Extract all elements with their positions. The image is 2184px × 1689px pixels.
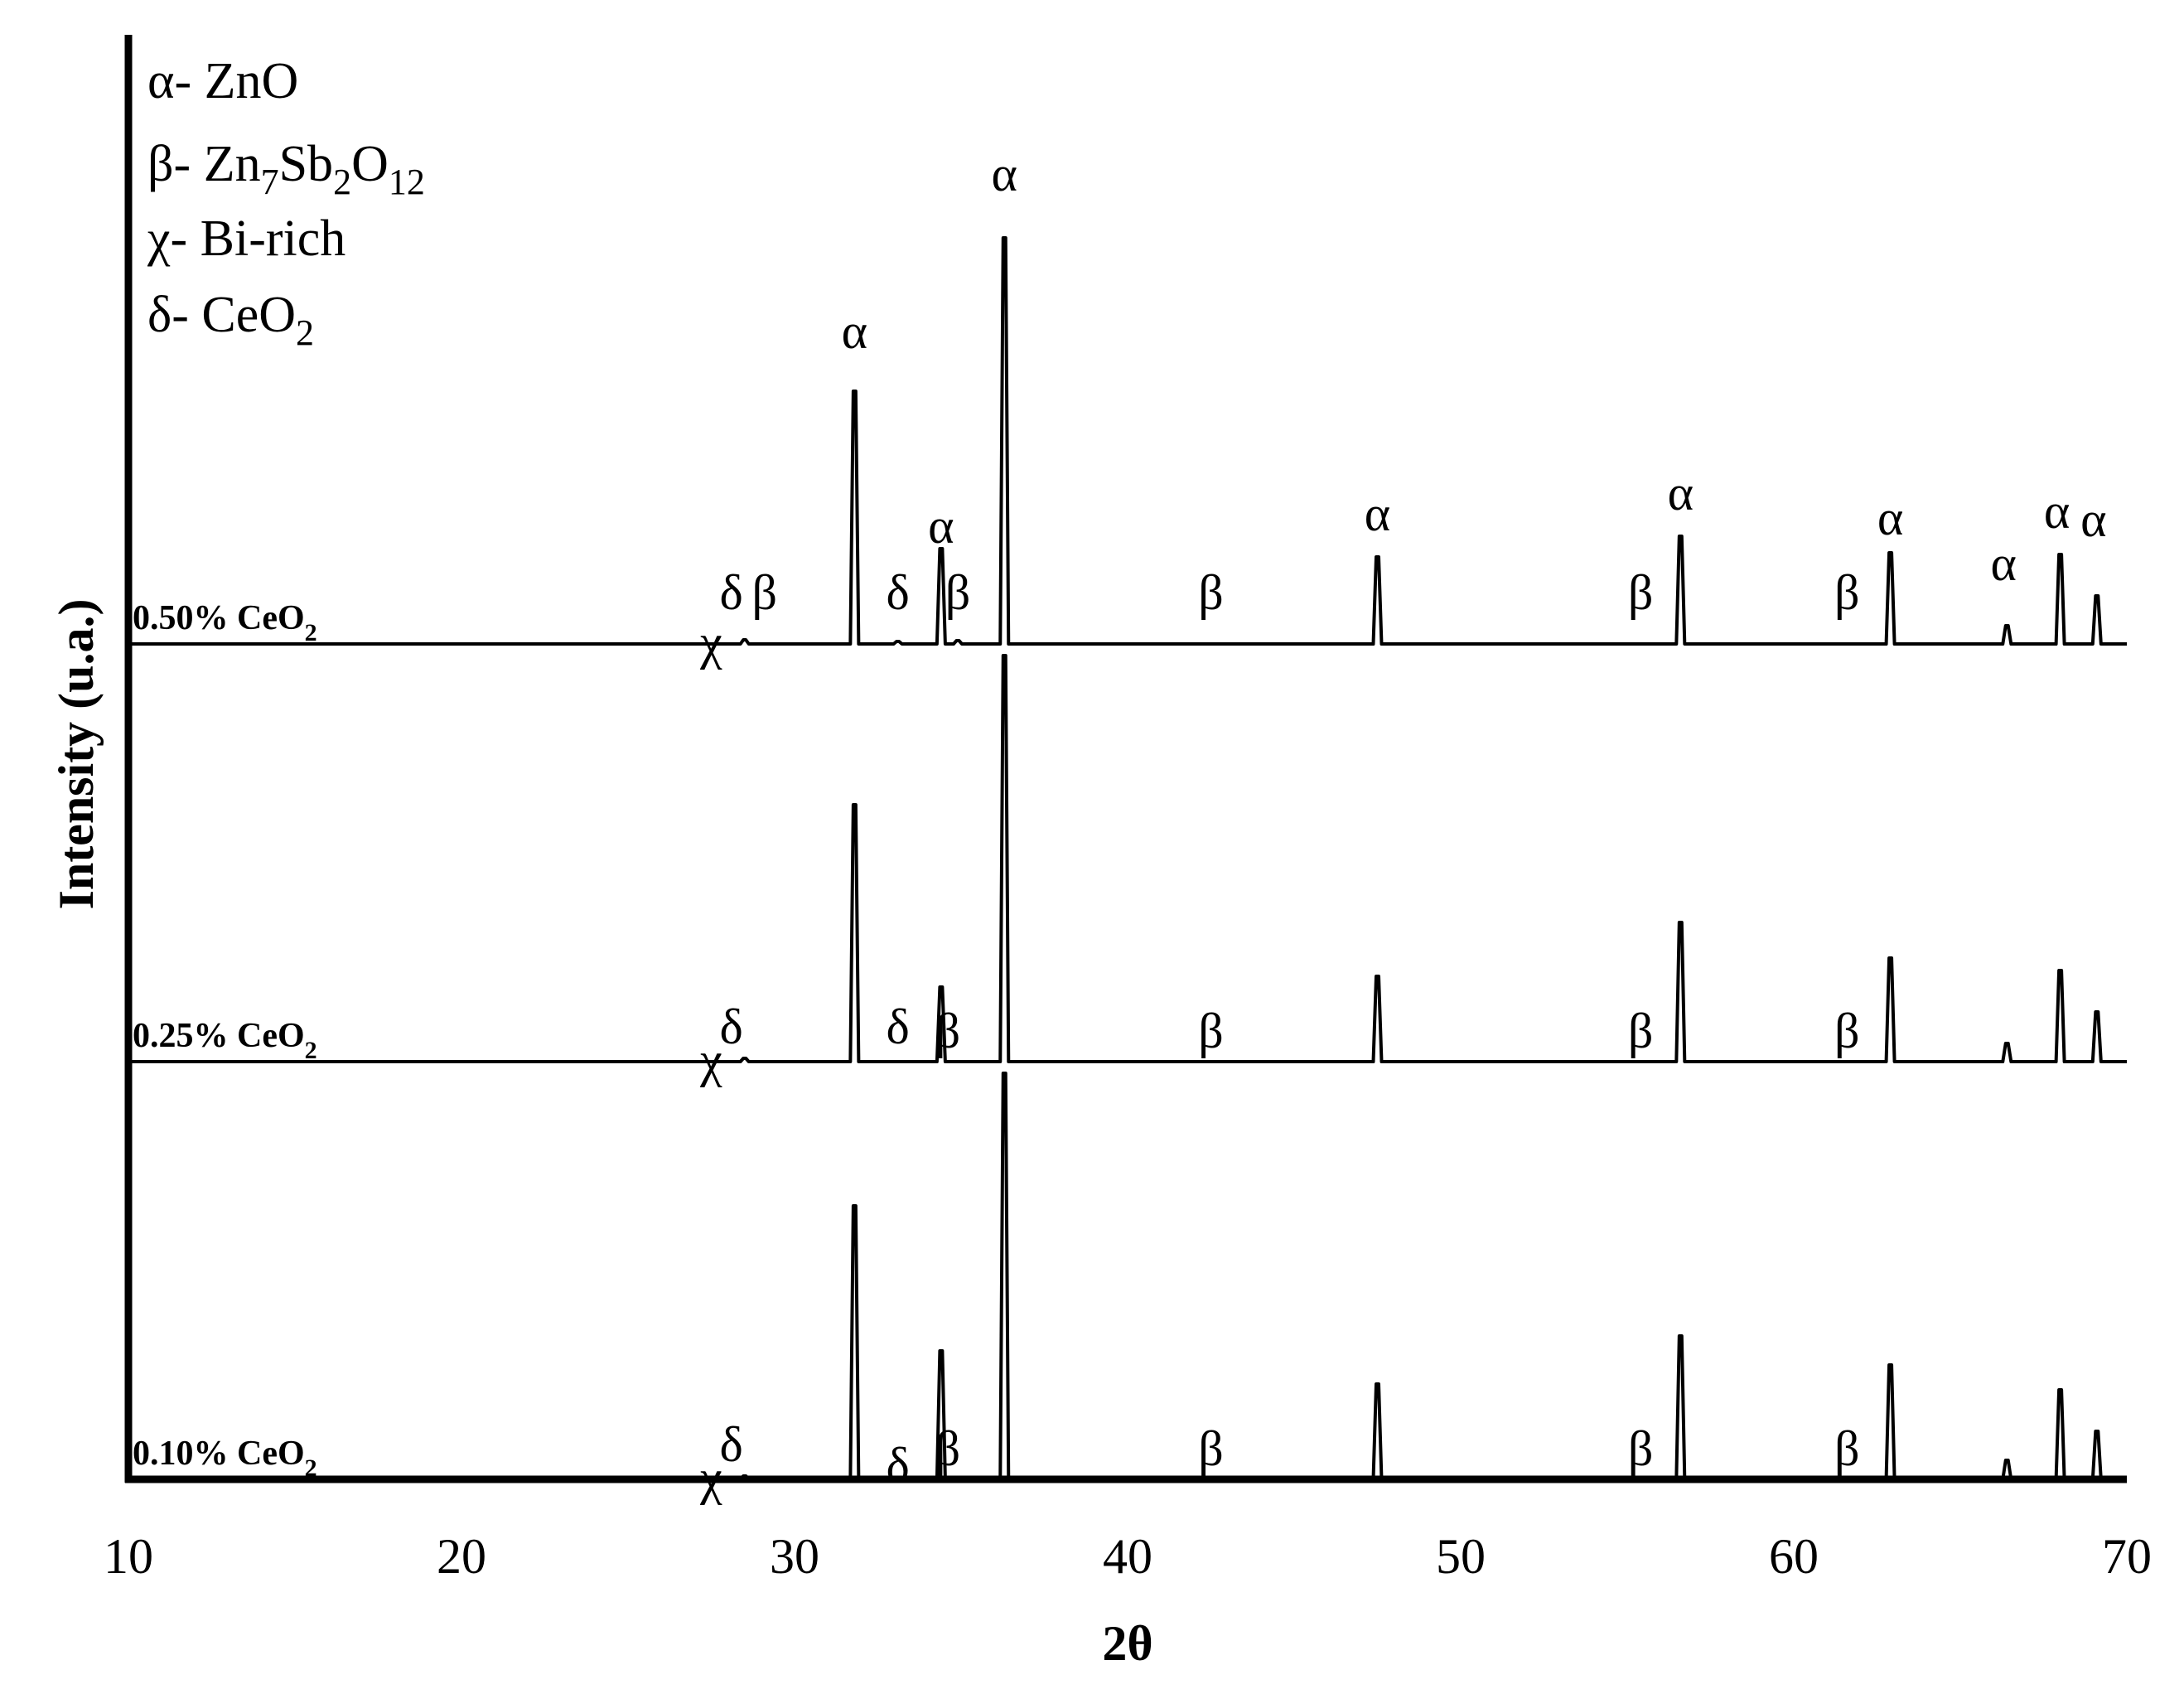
peak-label: δ [719, 999, 742, 1054]
peak-label: β [1834, 1421, 1860, 1476]
peak-label: χ [699, 1450, 722, 1505]
axes: 10 20 30 40 50 60 70 [104, 35, 2152, 1584]
legend-entry: δ- CeO2 [147, 287, 314, 353]
x-tick-label: 30 [770, 1529, 819, 1584]
peak-label: χ [699, 1033, 722, 1087]
x-tick-label: 70 [2102, 1529, 2152, 1584]
peak-label: α [842, 304, 867, 359]
peak-label: α [1668, 466, 1694, 520]
series-line [128, 1072, 2127, 1481]
series-name: 0.25% CeO2 [133, 1017, 317, 1064]
peak-label: α [1365, 486, 1390, 541]
series-layer: 0.10% CeO2 0.25% CeO2 0.50% CeO2 [128, 236, 2127, 1482]
x-axis-label: 2θ [1102, 1616, 1152, 1671]
series-name: 0.50% CeO2 [133, 599, 317, 646]
peak-label: β [945, 565, 971, 620]
peak-label: β [935, 1004, 961, 1058]
legend: α- ZnO β- Zn7Sb2O12 χ- Bi-rich δ- CeO2 [147, 53, 425, 353]
x-tick-label: 60 [1769, 1529, 1819, 1584]
series-line [128, 654, 2127, 1063]
peak-label: α [928, 499, 954, 554]
peak-label: α [1991, 536, 2017, 591]
x-tick-label: 40 [1103, 1529, 1152, 1584]
legend-entry: χ- Bi-rich [147, 211, 345, 267]
peak-label: δ [886, 1438, 909, 1493]
x-tick-label: 20 [437, 1529, 486, 1584]
x-tick-label: 10 [104, 1529, 153, 1584]
peak-label: β [1198, 565, 1224, 620]
peak-label: β [935, 1421, 961, 1476]
peak-label: δ [886, 999, 909, 1054]
series-line [128, 236, 2127, 646]
x-tick-label: 50 [1436, 1529, 1486, 1584]
peak-label: β [1628, 565, 1654, 620]
series-name: 0.10% CeO2 [133, 1435, 317, 1482]
peak-label: δ [719, 565, 742, 620]
legend-entry: α- ZnO [147, 53, 298, 109]
peak-label: δ [886, 565, 909, 620]
y-axis-label: Intensity (u.a.) [49, 598, 104, 909]
legend-entry: β- Zn7Sb2O12 [147, 136, 425, 202]
peak-label: β [1628, 1004, 1654, 1058]
peak-label: β [752, 565, 778, 620]
peak-label: β [1834, 565, 1860, 620]
peak-label: β [1198, 1004, 1224, 1058]
peak-label: α [2044, 484, 2070, 539]
peak-label: β [1628, 1421, 1654, 1476]
peak-label: β [1834, 1004, 1860, 1058]
peak-label: β [1198, 1421, 1224, 1476]
peak-label: χ [699, 615, 722, 670]
peak-label: α [1877, 491, 1903, 545]
peak-label: δ [719, 1417, 742, 1472]
peak-label: α [992, 147, 1017, 201]
peak-label: α [2080, 492, 2106, 547]
